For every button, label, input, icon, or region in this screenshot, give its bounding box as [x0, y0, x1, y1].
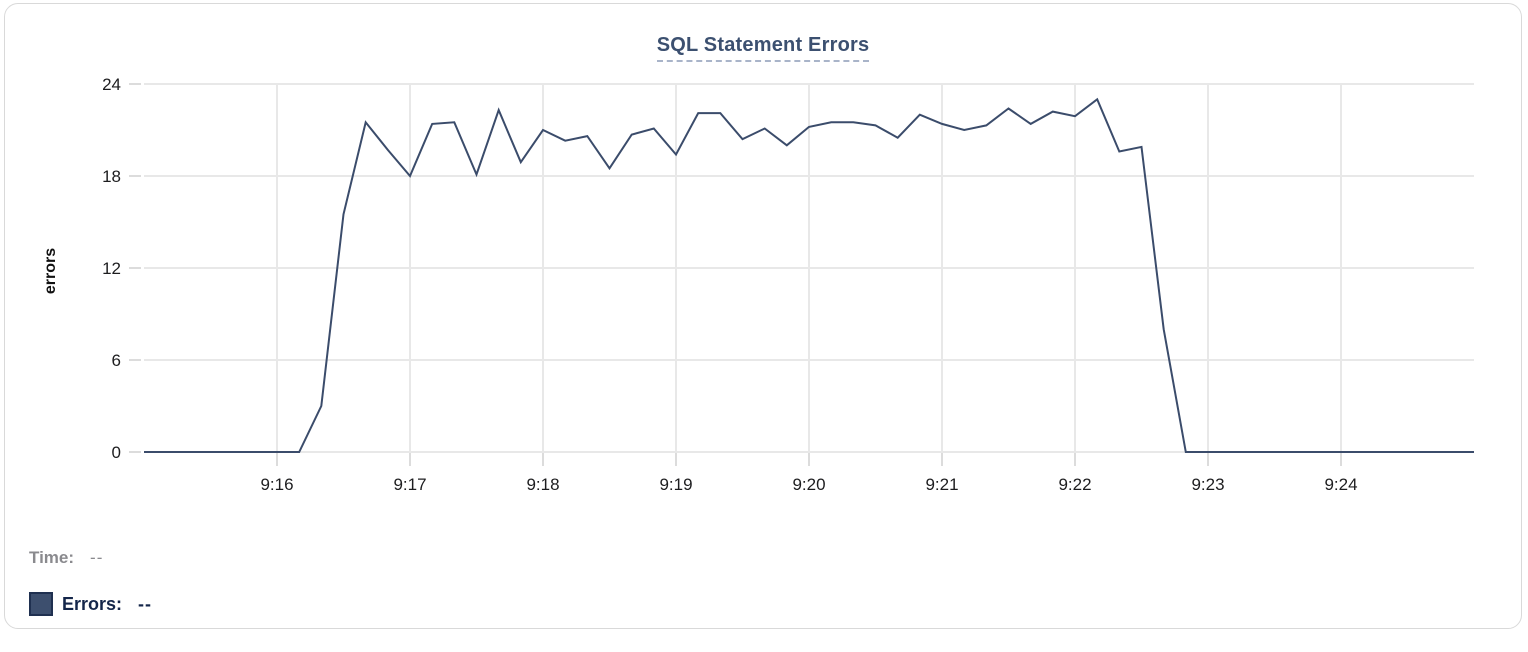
y-tick-label: 12 — [102, 259, 121, 278]
x-tick-label: 9:19 — [659, 475, 692, 494]
legend-time-label: Time: — [29, 548, 75, 567]
legend-errors-row: Errors: -- — [29, 592, 152, 616]
y-tick-label: 18 — [102, 167, 121, 186]
x-tick-label: 9:20 — [792, 475, 825, 494]
legend-time-value: -- — [90, 548, 104, 567]
chart-card: SQL Statement Errors errors 0 6 12 18 24 9:16… — [4, 3, 1522, 629]
y-tick-label: 24 — [102, 75, 121, 94]
x-tick-label: 9:23 — [1191, 475, 1224, 494]
x-tick-label: 9:17 — [393, 475, 426, 494]
legend-errors-value: -- — [138, 593, 153, 614]
y-tick-label: 0 — [112, 443, 121, 462]
chart-title-wrap: SQL Statement Errors — [5, 34, 1521, 62]
x-tick-label: 9:18 — [526, 475, 559, 494]
x-tick-label: 9:21 — [925, 475, 958, 494]
errors-series-swatch — [29, 592, 53, 616]
x-tick-label: 9:22 — [1058, 475, 1091, 494]
chart-title[interactable]: SQL Statement Errors — [656, 34, 870, 62]
legend-errors-label: Errors: — [62, 593, 123, 614]
legend-time-row: Time: -- — [29, 546, 152, 570]
sql-errors-line-chart[interactable]: 0 6 12 18 24 9:16 9:17 9:18 9:19 9:20 9:21 9:22 9:23… — [5, 4, 1528, 514]
y-tick-label: 6 — [112, 351, 121, 370]
x-tick-label: 9:16 — [260, 475, 293, 494]
chart-legend: Time: -- Errors: -- — [29, 546, 152, 616]
x-tick-label: 9:24 — [1324, 475, 1357, 494]
errors-line-series — [144, 97, 1474, 453]
